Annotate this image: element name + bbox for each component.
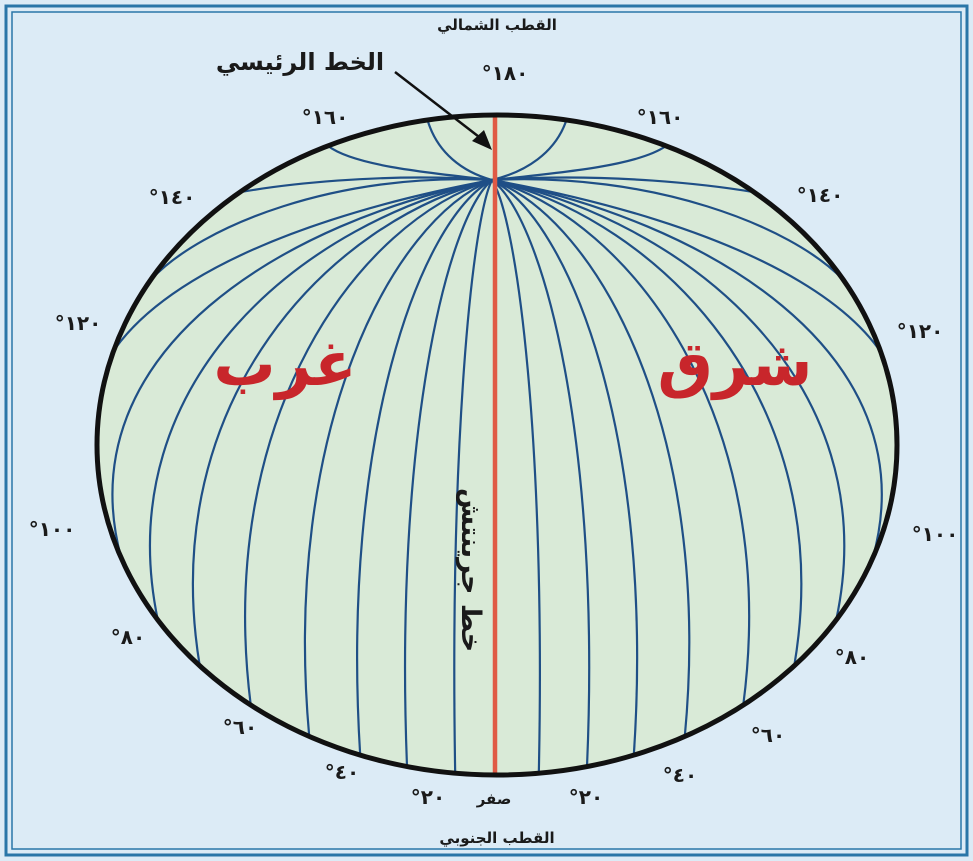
meridian-line-top-8 [491, 178, 845, 281]
degree-label-west-100: °١٠٠ [29, 517, 76, 541]
degree-label-east-100: °١٠٠ [912, 522, 959, 546]
meridian-line-15 [491, 178, 803, 666]
meridian-line-4 [191, 178, 493, 666]
meridian-line-8 [403, 179, 493, 767]
meridian-line-top-4 [426, 119, 493, 182]
meridian-line-10 [491, 179, 541, 774]
meridian-line-7 [356, 179, 493, 756]
degree-label-east-20: °٢٠ [569, 785, 603, 809]
degree-label-west-120: °١٢٠ [55, 311, 102, 335]
meridian-line-16 [491, 178, 846, 621]
globe-outline [94, 112, 900, 778]
degree-label-west-20: °٢٠ [411, 785, 445, 809]
east-degree-labels: °١٦٠ °١٤٠ °١٢٠ °١٠٠ °٨٠ °٦٠ °٤٠ °٢٠ [569, 105, 959, 809]
meridian-line-top-6 [491, 145, 667, 182]
degree-label-east-60: °٦٠ [751, 723, 785, 747]
zero-degree-label: صفر [476, 790, 512, 808]
south-pole-label: القطب الجنوبي [439, 829, 554, 847]
degree-label-east-80: °٨٠ [835, 645, 869, 669]
meridian-line-top-1 [149, 178, 493, 281]
meridian-line-3 [148, 178, 493, 621]
meridian-line-top-2 [239, 176, 493, 194]
meridian-line-top-5 [491, 119, 568, 182]
degree-label-west-180: °١٨٠ [482, 61, 529, 85]
degree-label-west-140: °١٤٠ [149, 185, 196, 209]
degree-label-east-120: °١٢٠ [897, 319, 944, 343]
greenwich-line-label: خط جرينتش [455, 488, 486, 652]
degree-label-east-140: °١٤٠ [797, 183, 844, 207]
meridian-line-14 [491, 178, 751, 706]
meridian-line-2 [111, 178, 493, 559]
main-line-label: الخط الرئيسي [216, 48, 384, 76]
main-line-arrow [394, 71, 484, 141]
meridian-line-13 [491, 178, 691, 737]
inner-frame [11, 11, 962, 850]
meridian-line-17 [491, 178, 883, 559]
degree-label-west-40: °٤٠ [325, 760, 359, 784]
meridian-line-top-7 [491, 176, 755, 194]
arrow-head [472, 130, 492, 150]
meridian-line-top-3 [327, 145, 493, 182]
meridian-line-11 [491, 179, 591, 767]
meridian-line-9 [453, 179, 493, 774]
meridian-line-12 [491, 179, 639, 756]
degree-label-east-40: °٤٠ [663, 763, 697, 787]
west-degree-labels: °١٨٠ °١٦٠ °١٤٠ °١٢٠ °١٠٠ °٨٠ °٦٠ °٤٠ °٢٠ [29, 61, 529, 809]
meridian-line-18 [491, 178, 897, 475]
meridian-line-1 [97, 178, 493, 475]
degree-label-west-80: °٨٠ [111, 625, 145, 649]
north-pole-label: القطب الشمالي [437, 16, 557, 34]
meridian-line-5 [244, 178, 493, 706]
degree-label-west-160: °١٦٠ [302, 105, 349, 129]
meridian-lines [97, 119, 897, 774]
east-region-label: شرق [658, 327, 813, 400]
meridian-line-6 [303, 178, 493, 737]
west-region-label: غرب [213, 327, 356, 400]
degree-label-east-160: °١٦٠ [637, 105, 684, 129]
outer-frame [4, 4, 969, 857]
degree-label-west-60: °٦٠ [223, 715, 257, 739]
